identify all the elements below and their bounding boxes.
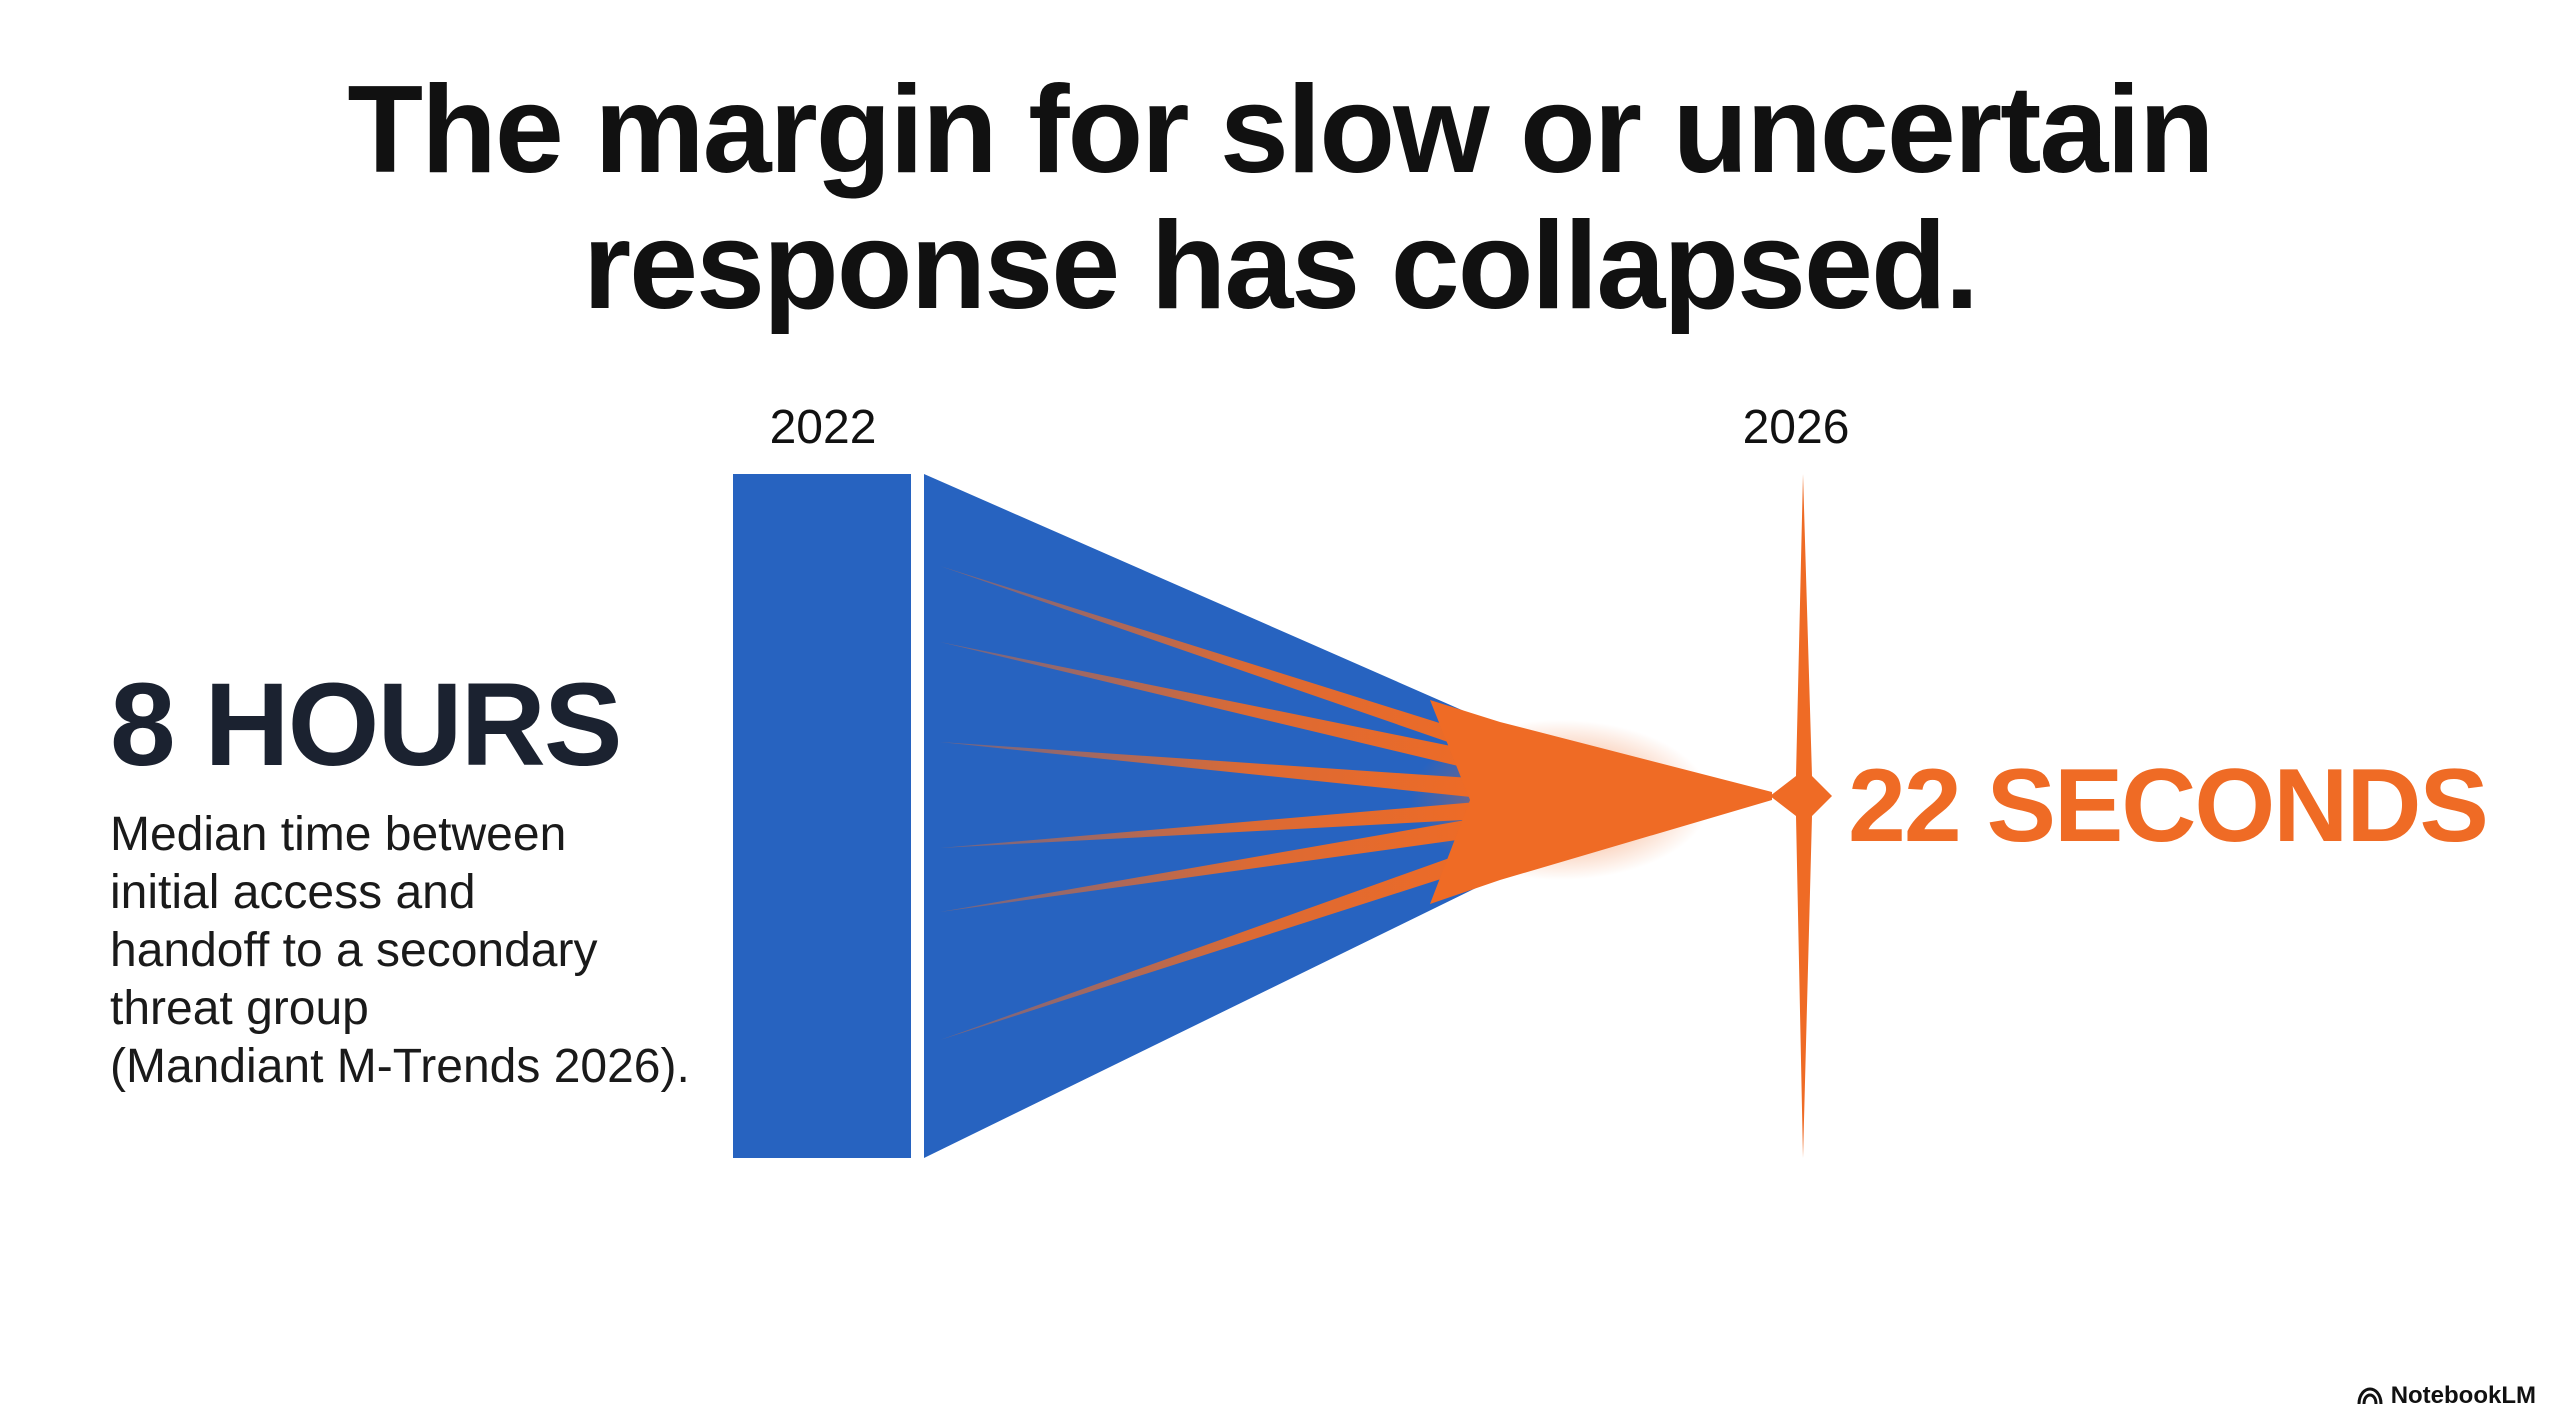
description-line: handoff to a secondary — [110, 924, 598, 977]
end-year-label: 2026 — [1742, 401, 1850, 454]
streak — [940, 800, 1500, 848]
end-period-spike — [1770, 474, 1832, 1158]
slide-title: The margin for slow or uncertain respons… — [0, 62, 2560, 334]
description-line: threat group — [110, 982, 369, 1035]
collapse-funnel — [924, 474, 1480, 1158]
start-stat: 8 HOURS — [110, 659, 623, 791]
streak — [940, 566, 1500, 760]
brand-label: NotebookLM — [2390, 1382, 2536, 1409]
title-line-2: response has collapsed. — [582, 197, 1979, 335]
streak — [940, 840, 1500, 1040]
convergence-streaks — [940, 566, 1500, 1040]
description-line: (Mandiant M-Trends 2026). — [110, 1040, 690, 1093]
notebooklm-brand: NotebookLM — [2357, 1382, 2536, 1410]
description-line: initial access and — [110, 866, 476, 919]
notebooklm-logo-icon — [2357, 1387, 2383, 1405]
collapse-core-glow — [1410, 720, 1710, 880]
start-stat-description: Median time between initial access and h… — [110, 806, 750, 1096]
streak — [940, 642, 1500, 776]
start-year-label: 2022 — [769, 401, 877, 454]
end-stat: 22 SECONDS — [1848, 748, 2489, 864]
description-line: Median time between — [110, 808, 567, 861]
streak — [940, 742, 1500, 800]
title-line-1: The margin for slow or uncertain — [347, 61, 2214, 199]
streak — [940, 814, 1500, 912]
start-period-bar — [733, 474, 911, 1158]
